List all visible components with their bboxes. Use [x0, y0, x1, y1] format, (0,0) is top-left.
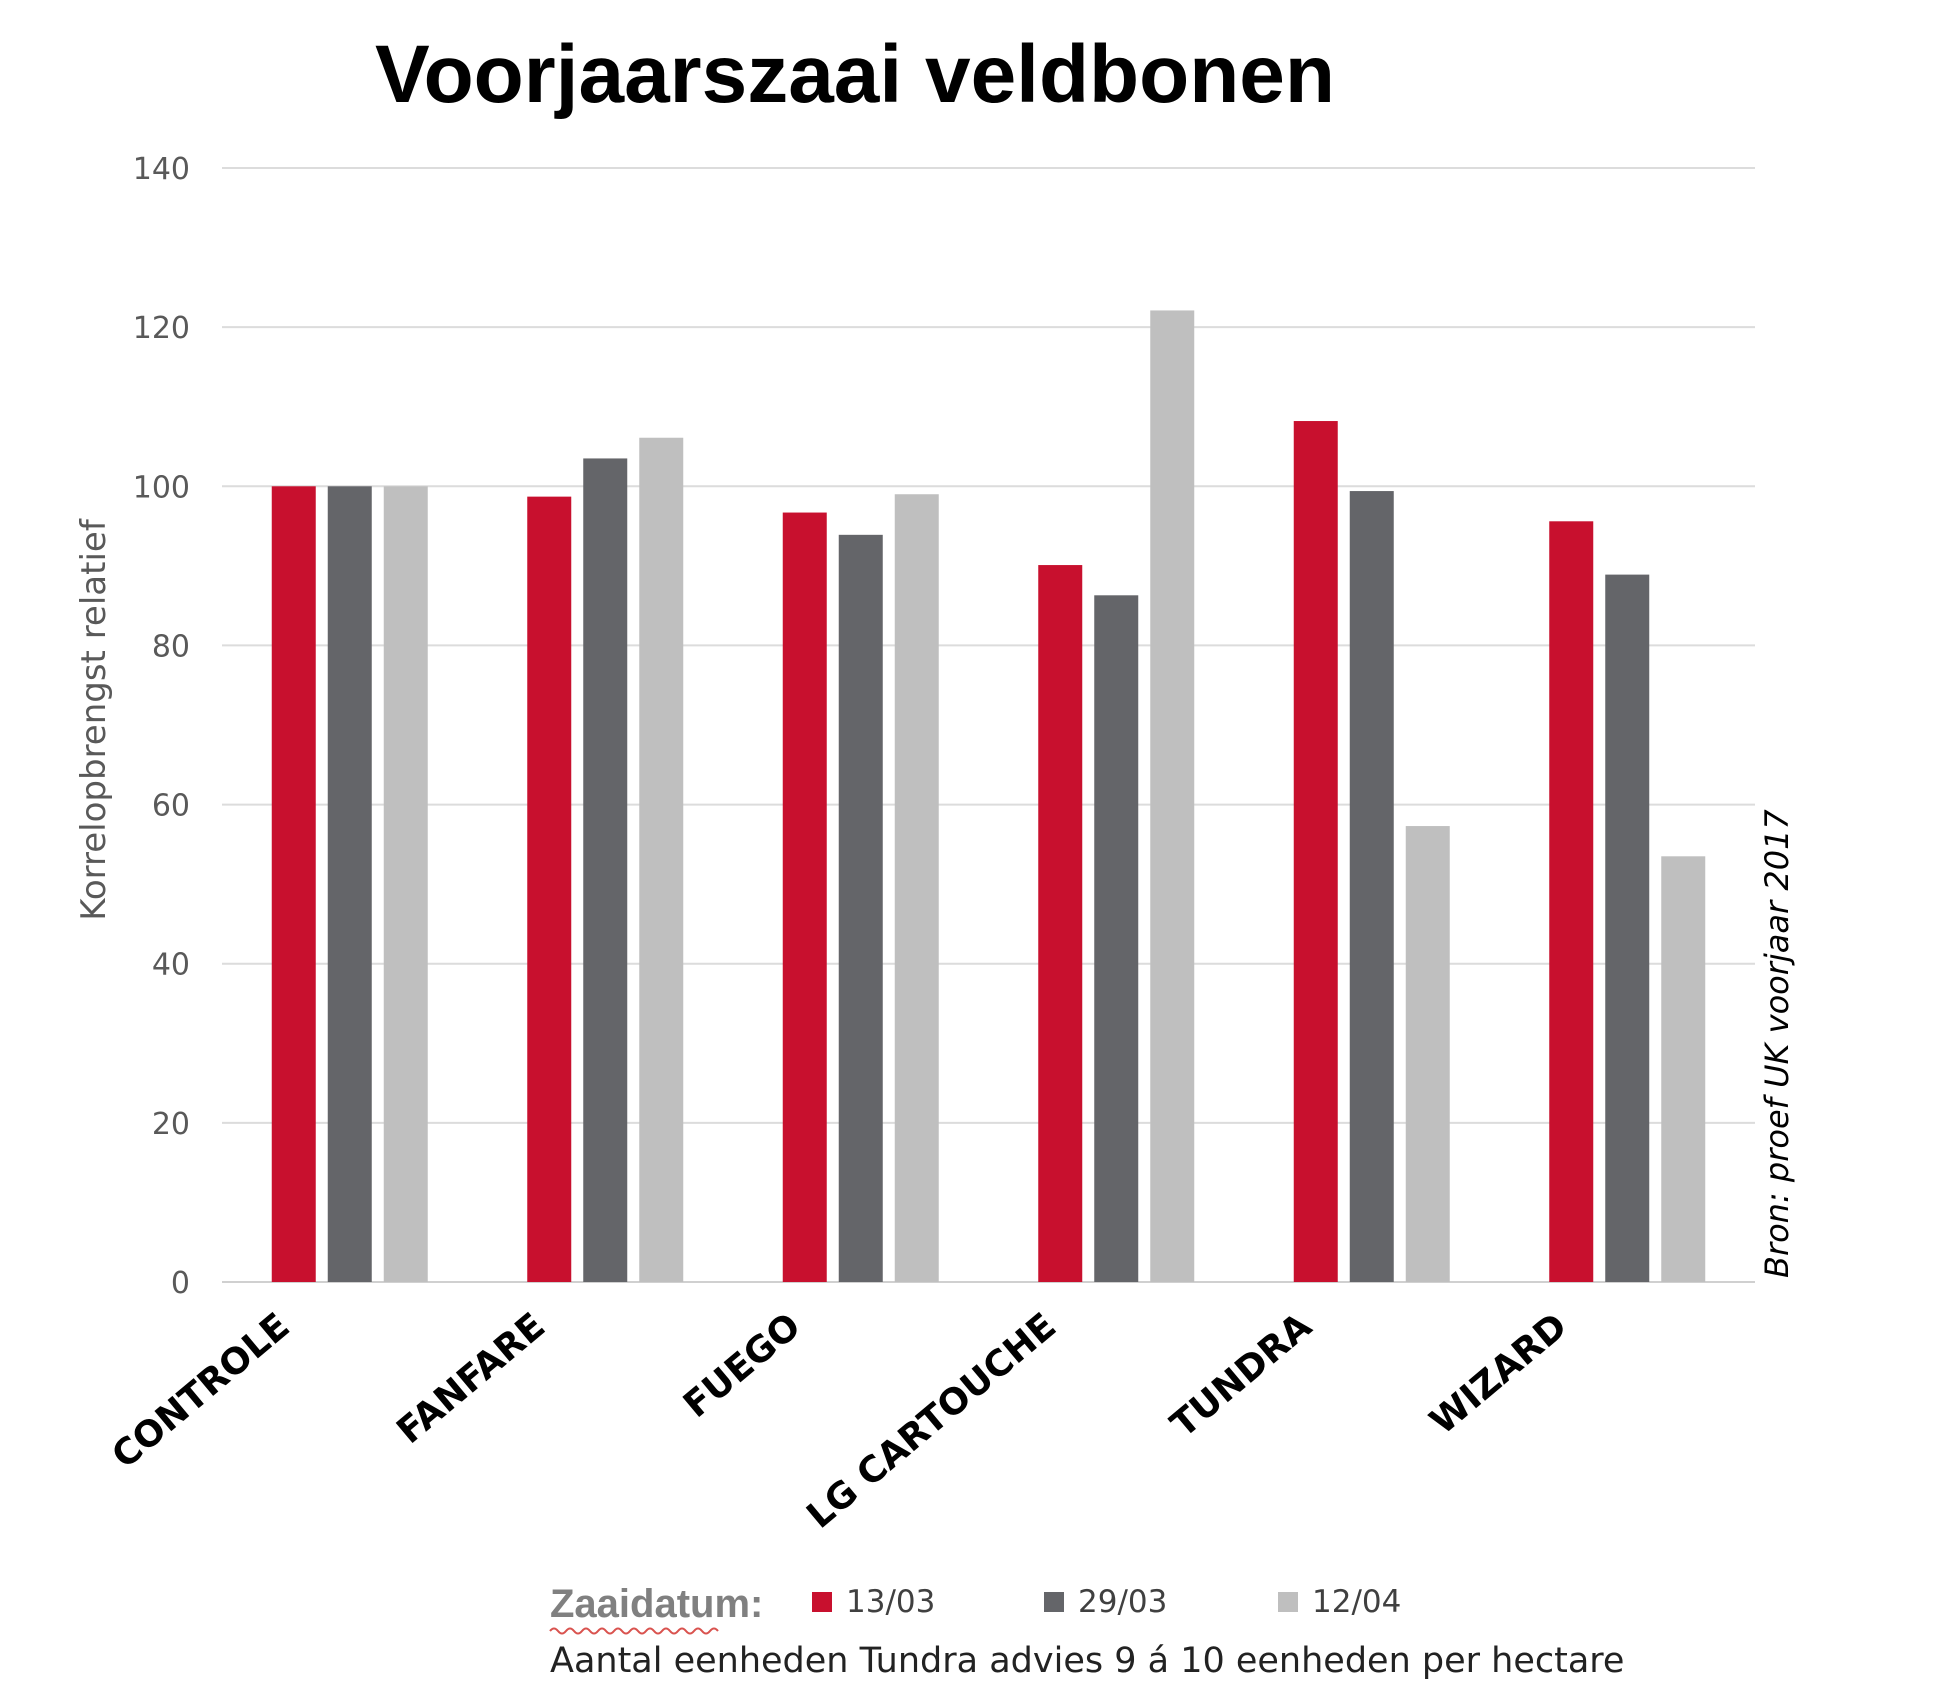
bar [782, 512, 827, 1282]
bar [838, 534, 883, 1282]
y-tick-label: 20 [152, 1107, 190, 1142]
legend-swatch [1044, 1592, 1064, 1612]
category-label: CONTROLE [105, 1305, 298, 1476]
legend: Zaaidatum: 13/03 29/03 12/04 [549, 1582, 1401, 1635]
bar [1405, 826, 1450, 1282]
bar [1549, 521, 1594, 1282]
bar [1349, 491, 1394, 1282]
bar [1293, 421, 1338, 1283]
legend-label: 12/04 [1312, 1584, 1401, 1620]
y-axis-label: Korrelopbrengst relatief [74, 518, 114, 921]
bar [639, 437, 684, 1282]
y-axis-ticks: 0 20 40 60 80 100 120 140 [133, 152, 190, 1301]
bar [1605, 574, 1650, 1282]
bar [1094, 595, 1139, 1282]
y-tick-label: 0 [171, 1266, 190, 1301]
category-label: WIZARD [1423, 1305, 1576, 1442]
legend-swatch [1278, 1592, 1298, 1612]
chart-title: Voorjaarszaai veldbonen [375, 29, 1335, 120]
category-label: FUEGO [676, 1305, 809, 1425]
y-tick-label: 80 [152, 629, 190, 664]
legend-swatch [812, 1592, 832, 1612]
y-tick-label: 40 [152, 948, 190, 983]
category-label: LG CARTOUCHE [799, 1305, 1064, 1536]
spellcheck-underline [549, 1627, 719, 1635]
gridlines [222, 167, 1755, 1283]
bars [271, 310, 1706, 1283]
y-tick-label: 60 [152, 789, 190, 824]
legend-title: Zaaidatum: [550, 1582, 763, 1626]
bar [327, 486, 372, 1282]
bar [383, 486, 428, 1282]
category-label: TUNDRA [1163, 1305, 1319, 1445]
bar [1150, 310, 1195, 1282]
legend-items: 13/03 29/03 12/04 [812, 1584, 1401, 1620]
bar [894, 494, 939, 1282]
y-tick-label: 140 [133, 152, 190, 187]
bar [583, 458, 628, 1283]
y-tick-label: 120 [133, 311, 190, 346]
bar [1661, 856, 1706, 1282]
category-label: FANFARE [389, 1305, 553, 1452]
source-note: Bron: proef UK voorjaar 2017 [1758, 809, 1796, 1278]
footnote: Aantal eenheden Tundra advies 9 á 10 een… [550, 1641, 1624, 1681]
y-tick-label: 100 [133, 470, 190, 505]
legend-label: 13/03 [846, 1584, 935, 1620]
bar [527, 496, 572, 1282]
bar [1038, 565, 1083, 1282]
bar [271, 486, 316, 1282]
legend-label: 29/03 [1078, 1584, 1167, 1620]
